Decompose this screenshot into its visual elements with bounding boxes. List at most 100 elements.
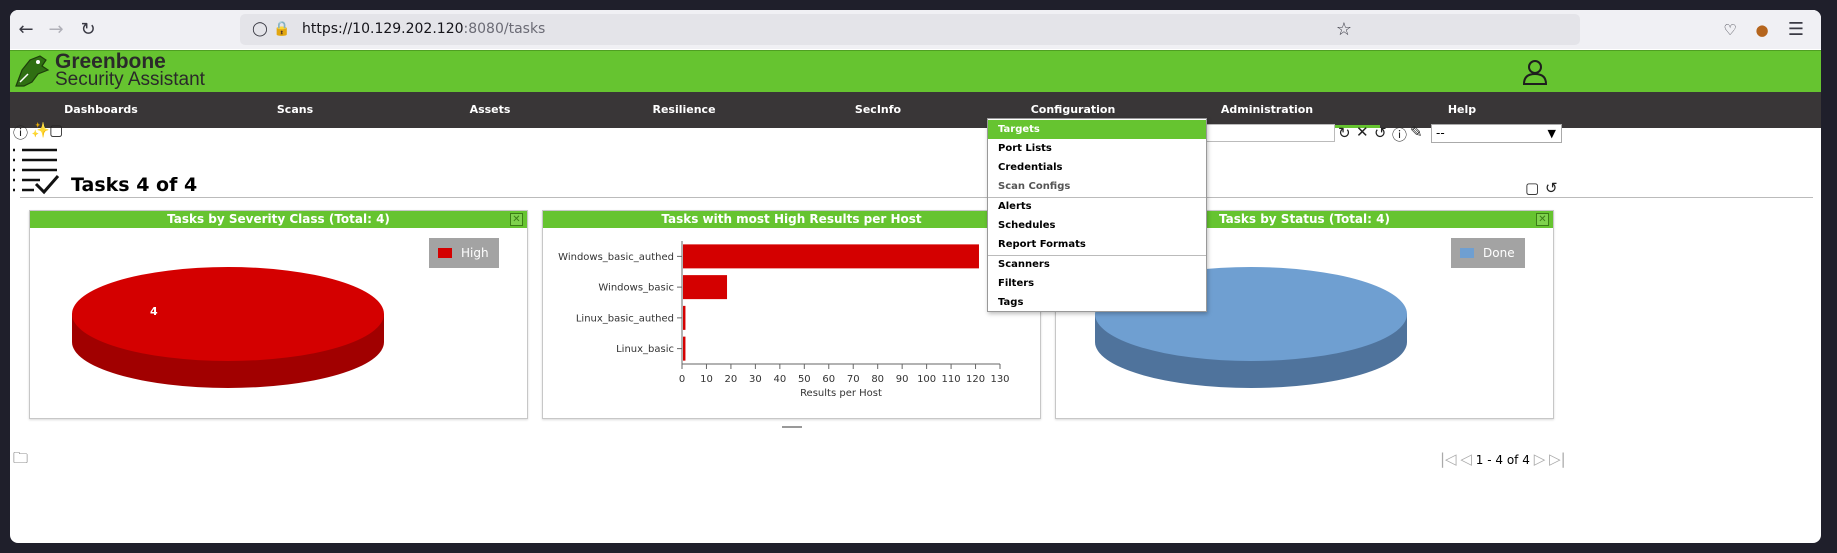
x-tick-label: 40 (773, 374, 786, 385)
legend-swatch (438, 248, 452, 258)
x-tick-label: 10 (700, 374, 713, 385)
wizard-icon[interactable]: ✨ (31, 121, 50, 139)
status-legend: Done (1451, 238, 1525, 268)
nav-secinfo[interactable]: SecInfo (854, 103, 902, 116)
menu-item-scan-configs[interactable]: Scan Configs (998, 181, 1071, 192)
first-page-icon[interactable]: |◁ (1440, 450, 1457, 468)
filter-input[interactable] (1205, 124, 1335, 142)
category-label: Linux_basic_authed (576, 313, 674, 324)
tasks-list-icon (13, 148, 60, 195)
menu-item-tags[interactable]: Tags (998, 297, 1024, 308)
menu-item-schedules[interactable]: Schedules (998, 220, 1056, 231)
bar[interactable] (683, 305, 686, 330)
x-tick-label: 30 (749, 374, 762, 385)
filter-select[interactable]: -- ▼ (1431, 124, 1562, 143)
menu-icon[interactable]: ☰ (1787, 19, 1805, 40)
close-icon[interactable]: ✕ (510, 213, 523, 226)
forward-icon[interactable]: → (48, 19, 64, 40)
nav-resilience[interactable]: Resilience (652, 103, 716, 116)
panel-severity: Tasks by Severity Class (Total: 4) ✕ 4 H… (29, 210, 528, 419)
x-tick-label: 80 (871, 374, 884, 385)
x-tick-label: 0 (679, 374, 685, 385)
app-header: Greenbone Security Assistant (10, 50, 1821, 92)
panel-high-results-title: Tasks with most High Results per Host (543, 211, 1040, 228)
clear-filter-icon[interactable]: ✕ (1356, 123, 1369, 141)
folder-icon[interactable]: 🗀 (13, 449, 29, 467)
url-bar[interactable]: ◯ 🔒 https://10.129.202.120:8080/tasks (240, 14, 1580, 45)
filter-help-icon[interactable]: ⓘ (1392, 126, 1408, 144)
next-page-icon[interactable]: ▷ (1533, 450, 1546, 468)
configuration-menu: Targets Port Lists Credentials Scan Conf… (987, 118, 1207, 312)
x-tick-label: 110 (942, 374, 961, 385)
x-axis-label: Results per Host (800, 388, 882, 399)
pocket-icon[interactable]: ♡ (1723, 21, 1737, 39)
category-label: Windows_basic (598, 283, 674, 294)
shield-icon[interactable]: ◯ (252, 21, 268, 37)
bookmark-star-icon[interactable]: ☆ (1335, 19, 1353, 40)
category-label: Linux_basic (616, 344, 674, 355)
prev-page-icon[interactable]: ◁ (1460, 450, 1472, 468)
help-icon[interactable]: ⓘ (13, 124, 29, 142)
legend-label: Done (1483, 246, 1515, 260)
bar[interactable] (683, 336, 686, 361)
menu-item-filters[interactable]: Filters (998, 278, 1035, 289)
menu-item-alerts[interactable]: Alerts (998, 201, 1032, 212)
x-tick-label: 90 (896, 374, 909, 385)
logo-title: Greenbone (55, 50, 166, 73)
severity-pie-slice-high[interactable] (72, 267, 384, 361)
pager-text: 1 - 4 of 4 (1475, 453, 1530, 467)
x-tick-label: 50 (798, 374, 811, 385)
last-page-icon[interactable]: ▷| (1549, 450, 1566, 468)
nav-scans[interactable]: Scans (276, 103, 314, 116)
severity-legend: High (429, 238, 499, 268)
menu-item-scanners[interactable]: Scanners (998, 259, 1050, 270)
menu-item-credentials[interactable]: Credentials (998, 162, 1063, 173)
nav-dashboards[interactable]: Dashboards (64, 103, 138, 116)
new-task-icon[interactable]: ▢ (49, 121, 64, 139)
menu-separator (988, 255, 1206, 256)
page-title: Tasks 4 of 4 (71, 174, 198, 196)
nav-configuration[interactable]: Configuration (1030, 103, 1116, 116)
new-dashboard-icon[interactable]: ▢ (1525, 179, 1540, 197)
menu-item-targets[interactable]: Targets (988, 120, 1206, 139)
edit-filter-icon[interactable]: ✎ (1410, 123, 1423, 141)
pagination: |◁ ◁ 1 - 4 of 4 ▷ ▷| (1440, 450, 1566, 468)
x-tick-label: 70 (847, 374, 860, 385)
nav-help[interactable]: Help (1447, 103, 1477, 116)
panel-high-results: Tasks with most High Results per Host Wi… (542, 210, 1041, 419)
menu-item-port-lists[interactable]: Port Lists (998, 143, 1052, 154)
x-tick-label: 130 (990, 374, 1009, 385)
menu-item-report-formats[interactable]: Report Formats (998, 239, 1086, 250)
browser-toolbar: ← → ↻ ◯ 🔒 https://10.129.202.120:8080/ta… (10, 10, 1821, 49)
reset-dashboard-icon[interactable]: ↺ (1545, 179, 1558, 197)
x-tick-label: 60 (822, 374, 835, 385)
nav-assets[interactable]: Assets (469, 103, 511, 116)
chevron-down-icon: ▼ (1547, 127, 1556, 140)
severity-slice-label: 4 (150, 305, 158, 318)
main-nav: Dashboards Scans Assets Resilience SecIn… (10, 92, 1821, 128)
legend-label: High (461, 246, 489, 260)
url-text[interactable]: https://10.129.202.120:8080/tasks (302, 21, 546, 37)
menu-separator (988, 197, 1206, 198)
bar[interactable] (683, 275, 728, 300)
resize-handle[interactable] (782, 426, 802, 428)
lock-icon[interactable]: 🔒 (273, 21, 291, 37)
x-tick-label: 100 (917, 374, 936, 385)
browser-window: ← → ↻ ◯ 🔒 https://10.129.202.120:8080/ta… (10, 10, 1821, 543)
severity-pie-chart: 4 (72, 267, 384, 388)
greenbone-logo-icon[interactable] (12, 52, 52, 90)
bar[interactable] (683, 244, 979, 269)
nav-administration[interactable]: Administration (1220, 103, 1314, 116)
user-icon[interactable] (1522, 59, 1548, 85)
filter-select-value: -- (1436, 126, 1445, 140)
close-icon[interactable]: ✕ (1536, 213, 1549, 226)
back-icon[interactable]: ← (18, 19, 34, 40)
title-divider (20, 197, 1813, 198)
x-tick-label: 120 (966, 374, 985, 385)
reload-icon[interactable]: ↻ (80, 19, 96, 40)
reset-filter-icon[interactable]: ↺ (1374, 124, 1387, 142)
category-label: Windows_basic_authed (558, 252, 674, 263)
refresh-filter-icon[interactable]: ↻ (1338, 124, 1351, 142)
cookie-icon[interactable]: ● (1755, 21, 1769, 39)
legend-swatch (1460, 248, 1474, 258)
